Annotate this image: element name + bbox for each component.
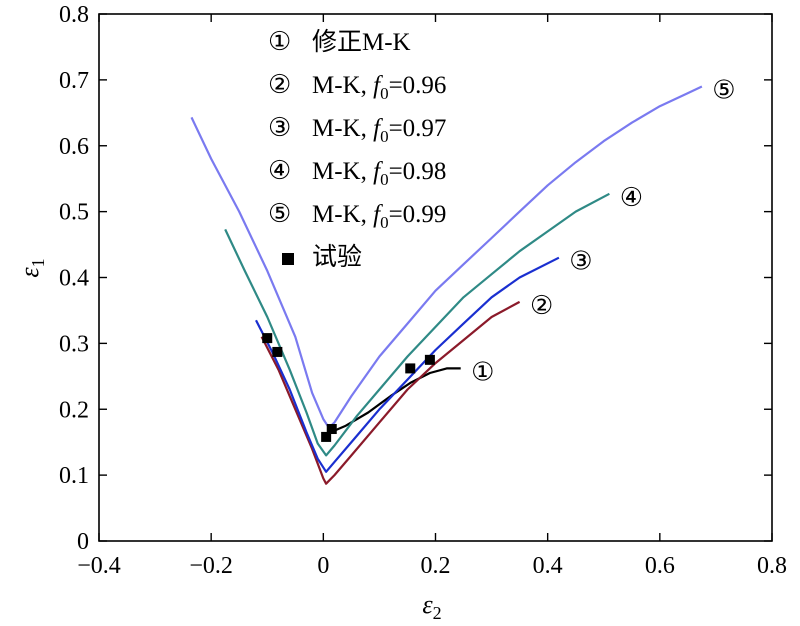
- test-point: [262, 333, 273, 344]
- test-point: [424, 354, 435, 365]
- x-tick-label: 0.4: [533, 553, 563, 579]
- y-tick-label: 0.7: [59, 68, 89, 94]
- x-axis-title: ε2: [422, 590, 441, 623]
- y-tick-label: 0: [77, 529, 89, 555]
- y-tick-label: 0.5: [59, 200, 89, 226]
- legend-label: M-K, f0=0.99: [312, 201, 446, 232]
- legend-marker: ⑤: [268, 199, 291, 229]
- x-tick-label: 0.6: [645, 553, 675, 579]
- legend-label: 试验: [312, 243, 362, 271]
- y-tick-label: 0.8: [59, 2, 89, 28]
- legend-marker: ①: [268, 27, 291, 57]
- x-tick-label: 0: [317, 553, 329, 579]
- test-point: [321, 431, 332, 442]
- series-line-1: [330, 367, 461, 434]
- series-end-label-1: ①: [471, 357, 494, 387]
- legend-label: M-K, f0=0.97: [312, 115, 446, 146]
- y-tick-label: 0.6: [59, 134, 89, 160]
- y-tick-label: 0.1: [59, 463, 89, 489]
- y-tick-label: 0.4: [59, 266, 89, 292]
- x-tick-label: 0.2: [421, 553, 451, 579]
- test-point: [326, 424, 337, 435]
- series-end-label-2: ②: [530, 291, 553, 321]
- axis-ticks: −0.4 −0.2 0 0.2 0.4 0.6 0.8 0 0.1 0.2 0.3 0.4 0.5 0.6…: [59, 2, 787, 579]
- series-line-5: [190, 85, 703, 429]
- series-end-label-5: ⑤: [712, 75, 735, 105]
- legend-label: 修正M-K: [312, 28, 411, 56]
- series-end-label-3: ③: [569, 247, 592, 277]
- series-line-3: [255, 256, 560, 473]
- test-point: [272, 346, 283, 357]
- test-points: [262, 333, 435, 442]
- y-tick-label: 0.3: [59, 331, 89, 357]
- test-point: [405, 363, 416, 374]
- x-tick-label: −0.2: [189, 553, 233, 579]
- legend-label: M-K, f0=0.98: [312, 158, 446, 189]
- x-tick-label: 0.8: [757, 553, 787, 579]
- x-tick-label: −0.4: [77, 553, 121, 579]
- series-line-2: [260, 300, 521, 485]
- legend-label: M-K, f0=0.96: [312, 72, 446, 103]
- y-tick-label: 0.2: [59, 397, 89, 423]
- legend-marker: ②: [268, 70, 291, 100]
- series-line-4: [224, 192, 610, 457]
- legend: ① 修正M-K ② M-K, f0=0.96 ③ M-K, f0=0.97 ④ M-K, f0…: [268, 27, 446, 271]
- y-axis-title: ε1: [15, 258, 48, 277]
- legend-marker: ④: [268, 156, 291, 186]
- series-end-label-4: ④: [620, 183, 643, 213]
- legend-marker: ③: [268, 113, 291, 143]
- legend-marker-square: [282, 253, 294, 265]
